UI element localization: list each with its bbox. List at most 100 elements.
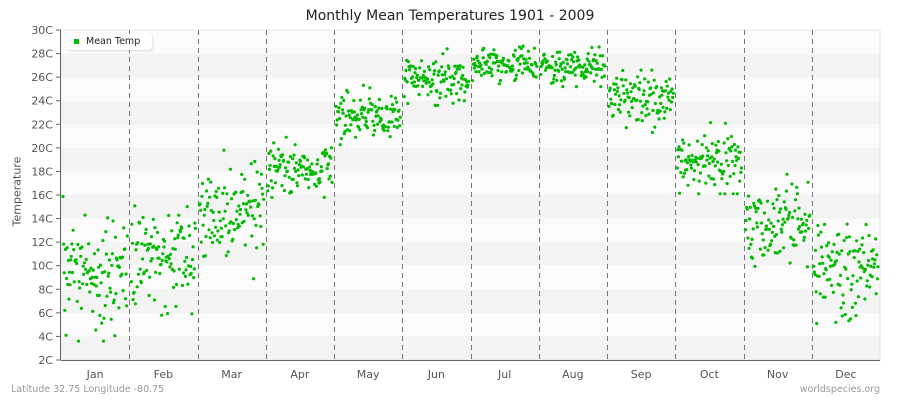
data-point bbox=[447, 66, 451, 70]
data-point bbox=[645, 107, 649, 111]
data-point bbox=[682, 171, 687, 175]
data-point bbox=[165, 311, 170, 316]
data-point bbox=[663, 89, 668, 93]
data-point bbox=[576, 55, 580, 59]
data-point bbox=[411, 75, 415, 79]
data-point bbox=[234, 190, 238, 194]
data-point bbox=[512, 54, 516, 58]
data-point bbox=[257, 203, 261, 207]
data-point bbox=[214, 225, 218, 229]
data-point bbox=[110, 252, 114, 256]
data-point bbox=[221, 191, 225, 195]
data-point bbox=[416, 84, 420, 88]
data-point bbox=[625, 88, 629, 92]
data-point bbox=[423, 75, 427, 80]
data-point bbox=[433, 69, 437, 73]
data-point bbox=[609, 97, 613, 101]
data-point bbox=[545, 59, 549, 63]
data-point bbox=[366, 110, 370, 114]
data-point bbox=[831, 290, 836, 294]
data-point bbox=[92, 282, 96, 286]
data-point bbox=[852, 256, 856, 260]
data-point bbox=[479, 73, 483, 77]
data-point bbox=[696, 163, 700, 167]
data-point bbox=[636, 117, 640, 122]
data-point bbox=[75, 299, 79, 303]
data-point bbox=[662, 116, 666, 120]
data-point bbox=[436, 73, 440, 77]
data-point bbox=[816, 223, 820, 228]
data-point bbox=[212, 234, 216, 238]
data-point bbox=[341, 111, 345, 115]
data-point bbox=[695, 156, 699, 160]
data-point bbox=[81, 282, 85, 286]
data-point bbox=[185, 255, 189, 260]
data-point bbox=[318, 180, 322, 184]
data-point bbox=[216, 186, 221, 190]
data-point bbox=[663, 110, 667, 114]
data-point bbox=[776, 219, 780, 223]
data-point bbox=[558, 50, 562, 54]
data-point bbox=[760, 221, 764, 225]
data-point bbox=[173, 247, 177, 251]
data-point bbox=[120, 272, 124, 276]
data-point bbox=[552, 73, 557, 78]
data-point bbox=[68, 283, 72, 287]
data-point bbox=[231, 221, 235, 226]
data-point bbox=[160, 313, 164, 317]
grid-band bbox=[61, 147, 880, 172]
data-point bbox=[328, 174, 332, 178]
data-point bbox=[98, 263, 103, 267]
data-point bbox=[231, 237, 235, 241]
data-point bbox=[519, 46, 523, 51]
data-point bbox=[67, 270, 72, 274]
data-point bbox=[79, 254, 83, 258]
data-point bbox=[542, 52, 546, 56]
data-point bbox=[179, 230, 183, 234]
data-point bbox=[101, 238, 105, 243]
data-point bbox=[571, 60, 576, 64]
data-point bbox=[731, 192, 735, 196]
data-point bbox=[717, 149, 721, 153]
data-point bbox=[748, 217, 752, 221]
data-point bbox=[182, 236, 186, 240]
data-point bbox=[143, 231, 148, 235]
data-point bbox=[96, 248, 100, 252]
data-point bbox=[223, 209, 227, 213]
grid-band bbox=[61, 124, 880, 148]
data-point bbox=[123, 247, 127, 251]
data-point bbox=[466, 83, 470, 87]
data-point bbox=[202, 213, 206, 217]
data-point bbox=[551, 80, 555, 84]
data-point bbox=[161, 252, 165, 256]
data-point bbox=[83, 213, 87, 217]
data-point bbox=[804, 229, 808, 233]
data-point bbox=[306, 158, 310, 162]
data-point bbox=[773, 251, 777, 255]
data-point bbox=[292, 153, 296, 157]
data-point bbox=[668, 108, 672, 112]
data-point bbox=[376, 114, 380, 118]
data-point bbox=[460, 83, 464, 87]
x-tick-label: Jan bbox=[86, 368, 104, 381]
data-point bbox=[619, 98, 623, 102]
data-point bbox=[550, 66, 554, 70]
data-point bbox=[106, 274, 110, 278]
data-point bbox=[307, 186, 311, 190]
data-point bbox=[513, 48, 517, 53]
data-point bbox=[198, 202, 202, 206]
data-point bbox=[104, 252, 108, 256]
data-point bbox=[81, 264, 85, 268]
data-point bbox=[130, 241, 134, 245]
data-point bbox=[660, 93, 664, 97]
data-point bbox=[595, 73, 599, 77]
data-point bbox=[866, 263, 870, 267]
data-point bbox=[681, 138, 685, 142]
data-point bbox=[237, 224, 241, 228]
data-point bbox=[777, 210, 782, 214]
data-point bbox=[718, 192, 722, 196]
data-point bbox=[507, 59, 511, 63]
data-point bbox=[252, 277, 256, 281]
y-tick-label: 6C bbox=[38, 307, 53, 320]
